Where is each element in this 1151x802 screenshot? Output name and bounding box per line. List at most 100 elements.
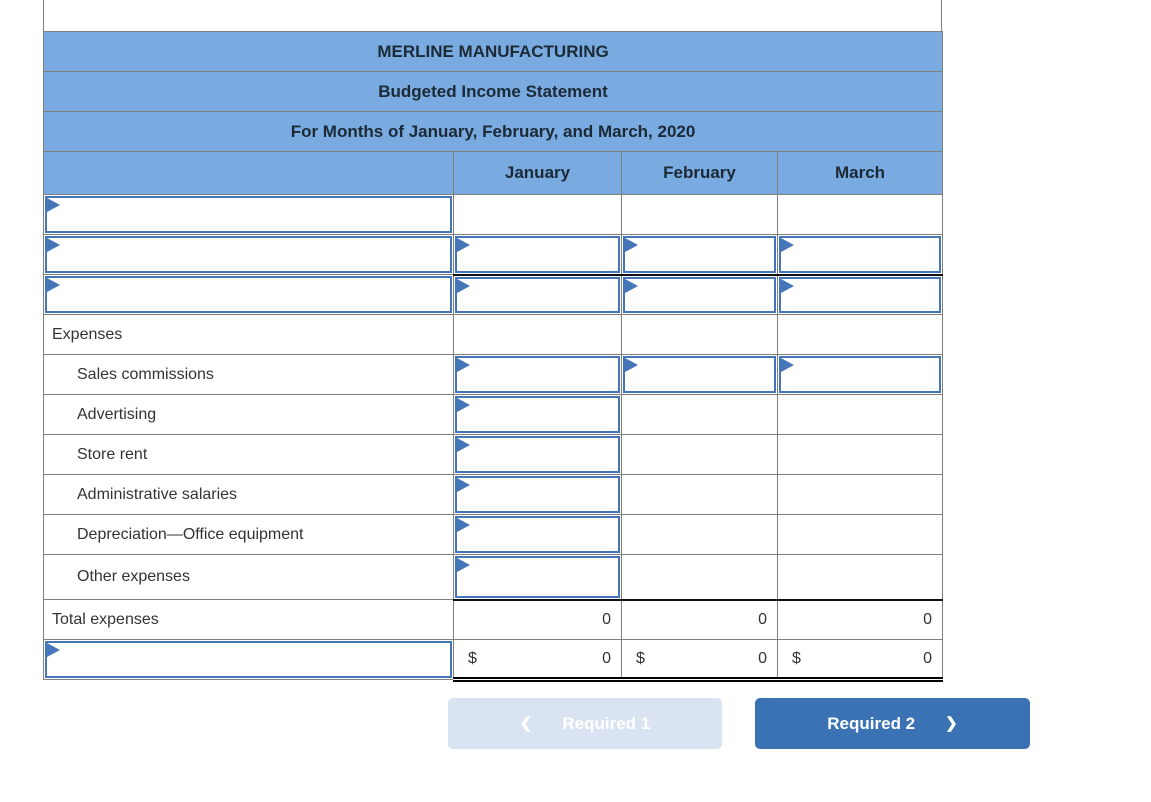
statement-title: Budgeted Income Statement xyxy=(42,71,944,112)
cell-value: 0 xyxy=(923,649,933,667)
empty-cell-administrative-salaries-february xyxy=(621,474,778,515)
required-2-label: Required 2 xyxy=(827,713,916,733)
cell-flag-icon xyxy=(781,238,794,252)
statement-period: For Months of January, February, and Mar… xyxy=(42,111,944,152)
input-cell-blank-line-3-label[interactable] xyxy=(45,276,452,313)
table-row xyxy=(43,194,944,235)
cell-flag-icon xyxy=(781,278,794,293)
input-cell-administrative-salaries-january xyxy=(453,474,622,515)
input-cell-blank-line-2-march[interactable] xyxy=(779,236,942,273)
table-row: Advertising xyxy=(43,394,944,435)
cell-value: 0 xyxy=(602,649,611,667)
cell-flag-icon xyxy=(47,643,60,657)
empty-cell-other-expenses-march xyxy=(776,554,944,600)
table-row: Other expenses xyxy=(43,554,944,600)
money-cell-bottom-line-january: $0 xyxy=(453,639,622,682)
chevron-left-icon: ❮ xyxy=(519,715,533,732)
currency-symbol: $ xyxy=(468,649,477,667)
input-cell-blank-line-2-february xyxy=(621,234,778,275)
input-cell-bottom-line-label[interactable] xyxy=(45,641,452,678)
input-cell-blank-line-2-january[interactable] xyxy=(455,236,620,273)
input-cell-blank-line-3-february[interactable] xyxy=(623,276,776,313)
input-cell-blank-line-3-january[interactable] xyxy=(455,276,620,313)
cell-flag-icon xyxy=(781,358,794,372)
cell-flag-icon xyxy=(625,278,638,293)
column-header-february: February xyxy=(621,151,778,195)
input-cell-sales-commissions-february xyxy=(621,354,778,395)
empty-cell-advertising-february xyxy=(621,394,778,435)
input-cell-other-expenses-january[interactable] xyxy=(455,556,620,598)
label-cell-blank-line-1 xyxy=(43,194,454,235)
input-cell-blank-line-2-february[interactable] xyxy=(623,236,776,273)
partial-row-above xyxy=(43,0,942,31)
cell-flag-icon xyxy=(625,238,638,252)
table-row: Administrative salaries xyxy=(43,474,944,515)
table-row: Total expenses 0 0 0 xyxy=(43,598,944,640)
currency-symbol: $ xyxy=(636,649,645,667)
empty-cell-depreciation-office-equipment-march xyxy=(776,514,944,555)
input-cell-advertising-january xyxy=(453,394,622,435)
cell-flag-icon xyxy=(457,398,470,412)
cell-flag-icon xyxy=(457,558,470,572)
row-label-store-rent: Store rent xyxy=(43,434,454,475)
input-cell-advertising-january[interactable] xyxy=(455,396,620,433)
input-cell-sales-commissions-march[interactable] xyxy=(779,356,942,393)
money-cell-bottom-line-march: $0 xyxy=(776,639,944,682)
money-cell-content: $0 xyxy=(622,640,777,677)
input-cell-other-expenses-january xyxy=(453,554,622,600)
cell-flag-icon xyxy=(457,518,470,532)
money-cell-bottom-line-february: $0 xyxy=(621,639,778,682)
required-2-button[interactable]: Required 2 ❯ xyxy=(755,698,1030,749)
row-label-total-expenses: Total expenses xyxy=(43,599,454,640)
value-cell-total-expenses-march: 0 xyxy=(776,598,944,640)
input-cell-blank-line-3-february xyxy=(621,273,778,315)
empty-cell-administrative-salaries-march xyxy=(776,474,944,515)
table-row: Store rent xyxy=(43,434,944,475)
cell-flag-icon xyxy=(457,278,470,293)
input-cell-depreciation-office-equipment-january[interactable] xyxy=(455,516,620,553)
input-cell-depreciation-office-equipment-january xyxy=(453,514,622,555)
input-cell-blank-line-2-label[interactable] xyxy=(45,236,452,273)
input-cell-store-rent-january[interactable] xyxy=(455,436,620,473)
empty-cell-blank-line-1-february xyxy=(621,194,778,235)
empty-cell-expenses-heading-march xyxy=(776,314,944,355)
table-row xyxy=(43,273,944,315)
input-cell-blank-line-2-march xyxy=(776,234,944,275)
label-cell-blank-line-3 xyxy=(43,274,454,315)
cell-flag-icon xyxy=(47,238,60,252)
table-row: Sales commissions xyxy=(43,354,944,395)
empty-cell-store-rent-february xyxy=(621,434,778,475)
row-label-other-expenses: Other expenses xyxy=(43,554,454,600)
input-cell-store-rent-january xyxy=(453,434,622,475)
empty-cell-blank-line-1-march xyxy=(776,194,944,235)
input-cell-blank-line-1-label[interactable] xyxy=(45,196,452,233)
required-1-label: Required 1 xyxy=(562,713,651,733)
cell-flag-icon xyxy=(47,198,60,212)
money-cell-content: $0 xyxy=(778,640,942,677)
statement-company-name: MERLINE MANUFACTURING xyxy=(42,31,944,72)
table-row: For Months of January, February, and Mar… xyxy=(42,111,944,152)
table-row: Expenses xyxy=(43,314,944,355)
cell-flag-icon xyxy=(457,238,470,252)
table-row: Depreciation—Office equipment xyxy=(43,514,944,555)
input-cell-administrative-salaries-january[interactable] xyxy=(455,476,620,513)
worksheet-body: MERLINE MANUFACTURING Budgeted Income St… xyxy=(42,31,944,682)
input-cell-blank-line-3-january xyxy=(453,273,622,315)
input-cell-sales-commissions-march xyxy=(776,354,944,395)
chevron-right-icon: ❯ xyxy=(945,715,958,732)
value-cell-total-expenses-january: 0 xyxy=(453,598,622,640)
label-cell-blank-line-2 xyxy=(43,234,454,275)
row-label-administrative-salaries: Administrative salaries xyxy=(43,474,454,515)
empty-cell-other-expenses-february xyxy=(621,554,778,600)
column-header-march: March xyxy=(776,151,944,195)
currency-symbol: $ xyxy=(792,649,801,667)
money-cell-content: $0 xyxy=(454,640,621,677)
input-cell-sales-commissions-february[interactable] xyxy=(623,356,776,393)
cell-flag-icon xyxy=(457,358,470,372)
required-1-button[interactable]: ❮ Required 1 xyxy=(448,698,722,749)
input-cell-blank-line-3-march[interactable] xyxy=(779,276,942,313)
table-row: Budgeted Income Statement xyxy=(42,71,944,112)
input-cell-sales-commissions-january[interactable] xyxy=(455,356,620,393)
cell-flag-icon xyxy=(47,278,60,292)
label-cell-bottom-line xyxy=(43,639,454,680)
